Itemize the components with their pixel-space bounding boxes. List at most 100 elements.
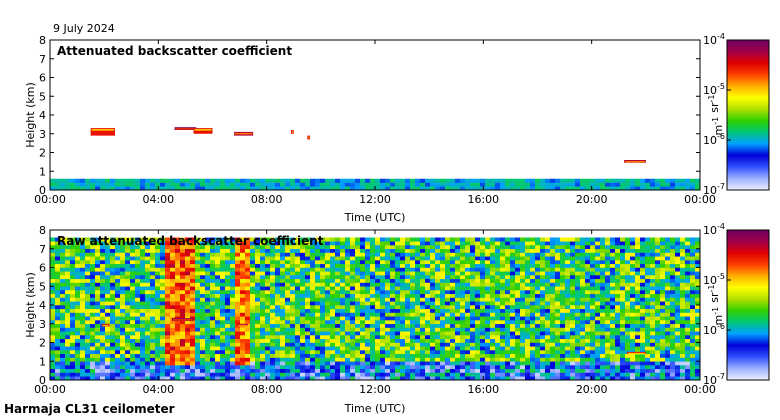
heatmap-cell [315,252,321,257]
heatmap-cell [155,275,161,280]
heatmap-cell [260,346,266,351]
heatmap-cell [115,282,121,287]
heatmap-cell [460,323,466,328]
heatmap-cell [330,350,336,355]
heatmap-cell [230,267,236,272]
heatmap-cell [565,293,571,298]
heatmap-cell [305,248,311,253]
heatmap-cell [240,338,246,343]
heatmap-cell [455,357,461,362]
heatmap-cell [430,186,436,191]
heatmap-cell [300,308,306,313]
heatmap-cell [105,182,111,187]
heatmap-cell [385,297,391,302]
heatmap-cell [375,256,381,261]
heatmap-cell [430,365,436,370]
heatmap-cell [215,263,221,268]
heatmap-cell [580,263,586,268]
heatmap-cell [280,312,286,317]
heatmap-cell [500,353,506,358]
heatmap-cell [150,342,156,347]
heatmap-cell [295,293,301,298]
heatmap-cell [525,320,531,325]
heatmap-cell [490,312,496,317]
heatmap-cell [350,335,356,340]
heatmap-cell [535,335,541,340]
heatmap-cell [560,365,566,370]
heatmap-cell [550,241,556,246]
heatmap-cell [590,368,596,373]
heatmap-cell [320,305,326,310]
heatmap-cell [280,237,286,242]
heatmap-cell [355,182,361,187]
heatmap-cell [525,312,531,317]
heatmap-cell [540,182,546,187]
heatmap-cell [250,353,256,358]
heatmap-cell [310,365,316,370]
heatmap-cell [160,278,166,283]
heatmap-cell [275,305,281,310]
heatmap-cell [240,275,246,280]
cloud-layer-edge [194,129,212,131]
heatmap-cell [475,267,481,272]
heatmap-cell [170,361,176,366]
heatmap-cell [510,323,516,328]
heatmap-cell [310,316,316,321]
heatmap-cell [480,338,486,343]
heatmap-cell [130,357,136,362]
heatmap-cell [465,312,471,317]
heatmap-cell [440,186,446,191]
heatmap-cell [335,361,341,366]
heatmap-cell [290,320,296,325]
heatmap-cell [560,335,566,340]
heatmap-cell [505,286,511,291]
heatmap-cell [555,252,561,257]
heatmap-cell [220,323,226,328]
heatmap-cell [415,271,421,276]
heatmap-cell [330,338,336,343]
heatmap-cell [200,312,206,317]
heatmap-cell [245,301,251,306]
heatmap-cells [50,127,701,191]
heatmap-cell [415,320,421,325]
heatmap-cell [480,316,486,321]
heatmap-cell [145,263,151,268]
heatmap-cell [300,278,306,283]
heatmap-cell [200,368,206,373]
heatmap-cell [455,320,461,325]
heatmap-cell [430,182,436,187]
heatmap-cell [380,260,386,265]
heatmap-cell [295,353,301,358]
heatmap-cell [405,331,411,336]
heatmap-cell [90,342,96,347]
heatmap-cell [365,290,371,295]
heatmap-cell [580,350,586,355]
heatmap-cell [495,260,501,265]
heatmap-cell [210,278,216,283]
heatmap-cell [495,357,501,362]
heatmap-cell [520,357,526,362]
heatmap-cell [185,290,191,295]
heatmap-cell [415,338,421,343]
heatmap-cell [140,316,146,321]
heatmap-cell [420,316,426,321]
heatmap-cell [145,342,151,347]
heatmap-cell [55,186,61,191]
heatmap-cell [255,275,261,280]
heatmap-cell [60,182,66,187]
heatmap-cell [295,237,301,242]
heatmap-cell [270,312,276,317]
heatmap-cell [430,346,436,351]
heatmap-cell [365,241,371,246]
heatmap-cell [235,182,241,187]
heatmap-cell [300,357,306,362]
heatmap-cell [325,260,331,265]
heatmap-cell [430,275,436,280]
heatmap-cell [265,361,271,366]
heatmap-cell [640,186,646,191]
heatmap-cell [305,297,311,302]
heatmap-cell [205,245,211,250]
heatmap-cell [610,182,616,187]
heatmap-cell [620,365,626,370]
heatmap-cell [345,323,351,328]
